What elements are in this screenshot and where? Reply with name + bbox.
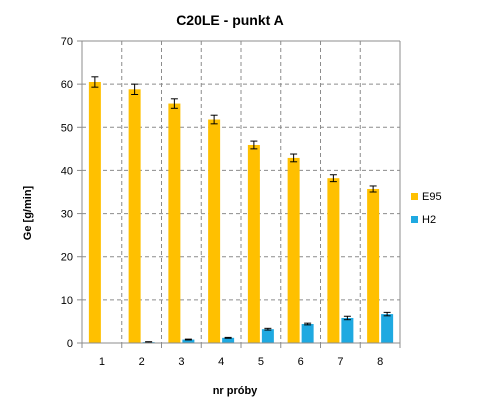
y-tick-label-60: 60	[61, 79, 73, 91]
axes	[77, 40, 401, 348]
error-bar-h2-4	[224, 336, 232, 339]
legend-swatch-e95	[411, 193, 418, 200]
error-bar-e95-2	[131, 83, 139, 95]
x-tick-label-4: 4	[218, 356, 224, 368]
bar-e95-5	[247, 144, 260, 343]
error-bar-e95-3	[170, 98, 178, 109]
y-tick-label-40: 40	[61, 165, 73, 177]
y-tick-label-30: 30	[61, 209, 73, 221]
error-bar-e95-4	[210, 114, 218, 125]
bar-h2-8	[381, 314, 394, 343]
bar-h2-5	[261, 329, 274, 343]
x-tick-label-8: 8	[377, 356, 383, 368]
legend-item-h2: H2	[411, 214, 436, 226]
bar-h2-3	[182, 339, 195, 343]
bars	[88, 81, 394, 344]
bar-h2-7	[341, 317, 354, 343]
legend-label-e95: E95	[422, 191, 442, 203]
bar-e95-8	[367, 188, 380, 343]
x-tick-label-1: 1	[99, 356, 105, 368]
y-tick-label-10: 10	[61, 295, 73, 307]
chart-title: C20LE - punkt A	[176, 12, 284, 28]
y-tick-label-20: 20	[61, 252, 73, 264]
error-bar-h2-6	[304, 322, 312, 326]
y-tick-labels: 0 10 20 30 40 50 60 70	[61, 36, 73, 350]
x-tick-label-3: 3	[178, 356, 184, 368]
y-axis-label: Ge [g/min]	[22, 185, 34, 240]
error-bar-e95-8	[369, 185, 377, 193]
bar-h2-4	[222, 337, 235, 343]
legend-item-e95: E95	[411, 191, 442, 203]
error-bar-e95-5	[250, 140, 258, 150]
y-tick-label-50: 50	[61, 122, 73, 134]
error-bar-e95-7	[329, 174, 337, 183]
x-axis-label: nr próby	[213, 385, 258, 397]
legend: E95 H2	[411, 191, 442, 226]
bar-e95-3	[168, 103, 181, 343]
legend-label-h2: H2	[422, 214, 436, 226]
error-bar-h2-7	[343, 315, 351, 321]
y-tick-label-70: 70	[61, 36, 73, 48]
bar-e95-1	[88, 81, 101, 343]
error-bar-h2-5	[264, 327, 272, 331]
x-tick-label-7: 7	[337, 356, 343, 368]
x-tick-label-2: 2	[139, 356, 145, 368]
error-bar-h2-8	[383, 311, 391, 317]
bar-e95-7	[327, 178, 340, 343]
error-bars	[91, 76, 391, 344]
x-tick-label-5: 5	[258, 356, 264, 368]
y-tick-label-0: 0	[67, 338, 73, 350]
legend-swatch-h2	[411, 216, 418, 223]
x-tick-labels: 1 2 3 4 5 6 7 8	[99, 356, 383, 368]
bar-e95-2	[128, 89, 141, 343]
error-bar-h2-3	[184, 338, 192, 341]
error-bar-e95-6	[290, 153, 298, 163]
error-bar-e95-1	[91, 76, 99, 88]
bar-h2-6	[301, 324, 314, 343]
error-bar-h2-2	[145, 341, 153, 344]
bar-e95-4	[208, 119, 221, 344]
bar-e95-6	[287, 157, 300, 343]
x-tick-label-6: 6	[298, 356, 304, 368]
